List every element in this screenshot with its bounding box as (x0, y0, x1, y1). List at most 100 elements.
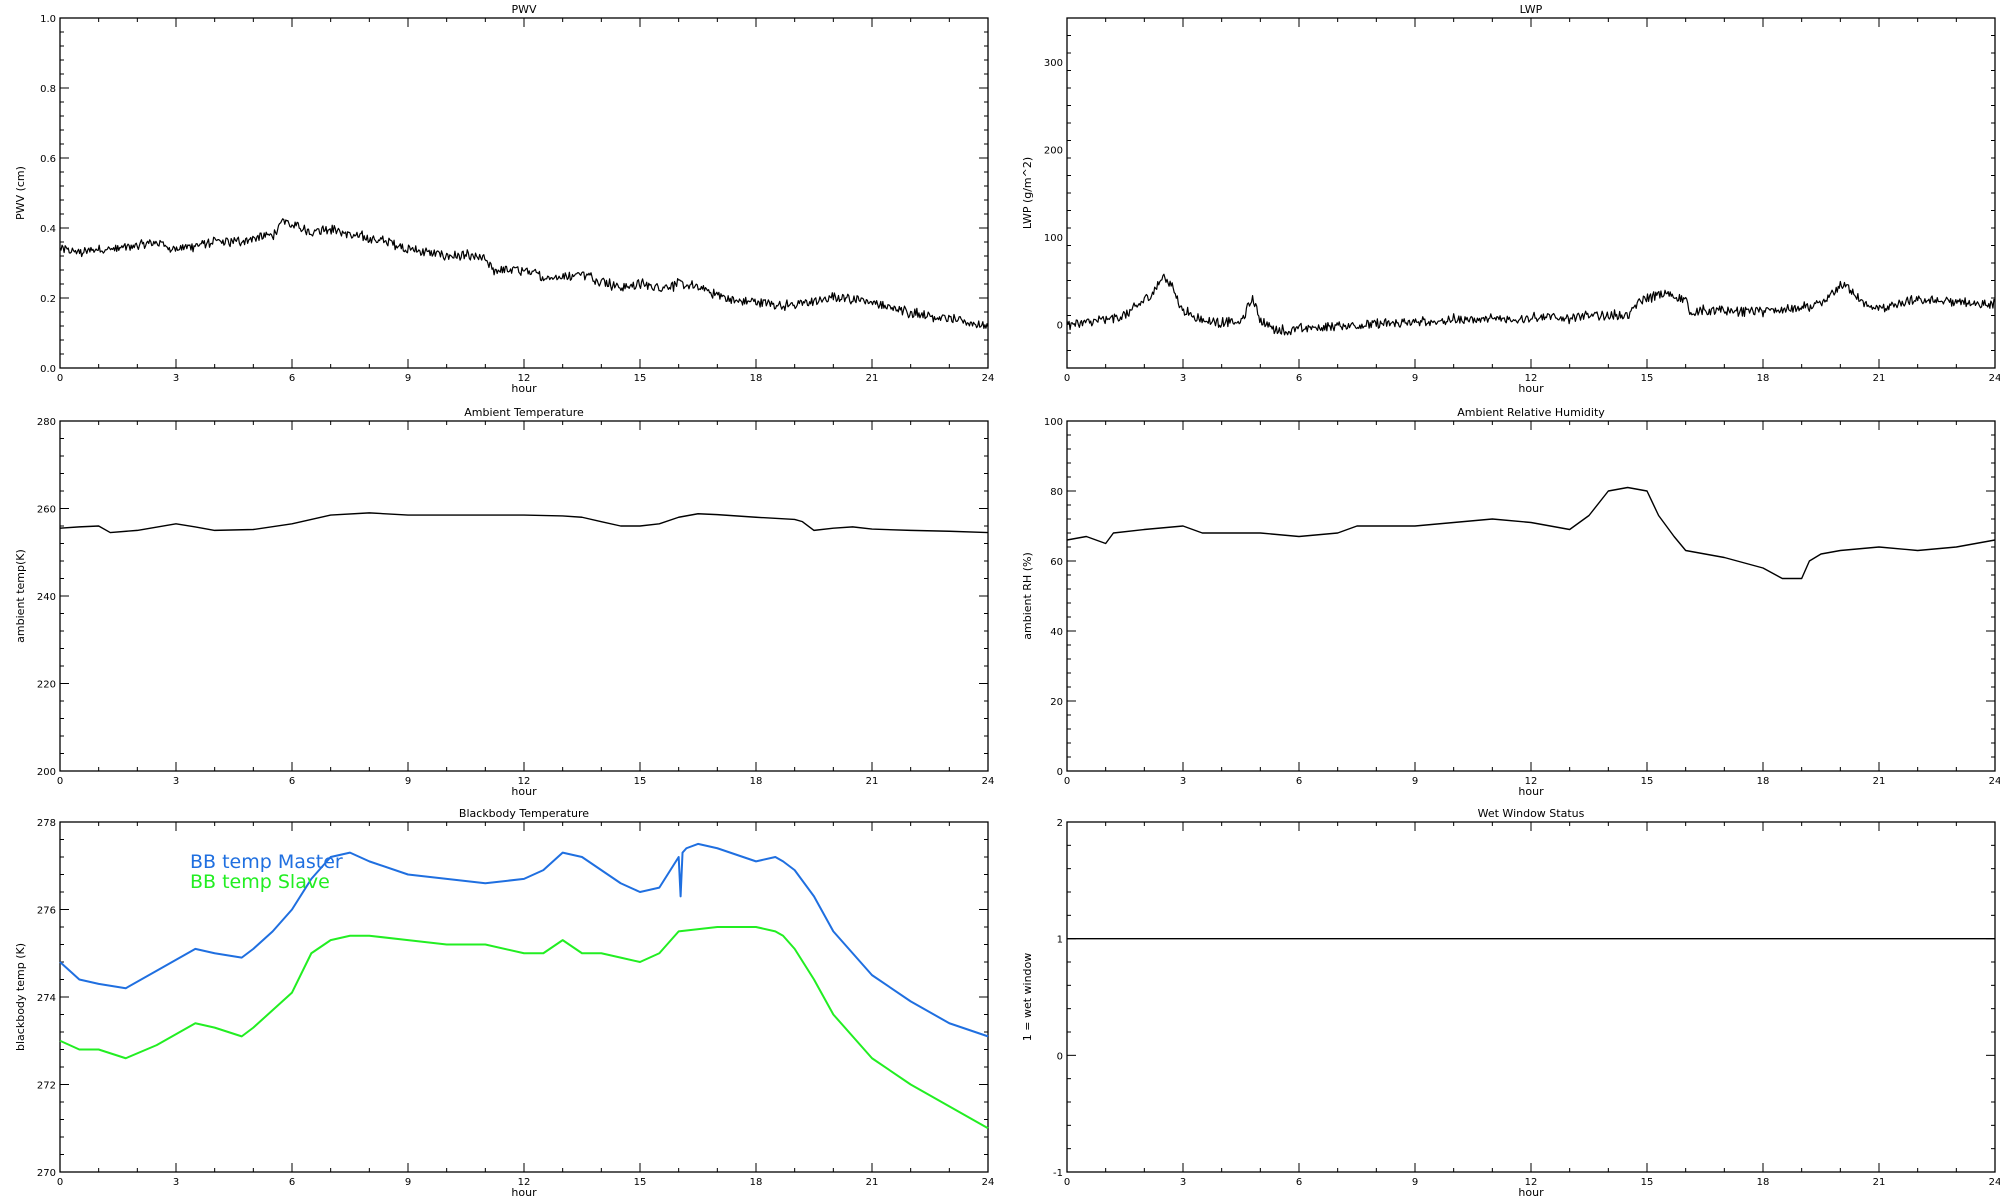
x-tick-label: 15 (634, 776, 647, 787)
plot-frame (59, 17, 989, 369)
x-tick-label: 3 (1180, 1177, 1186, 1188)
legend-entry: BB temp Slave (190, 871, 330, 893)
y-tick-label: 220 (37, 680, 56, 691)
x-tick-label: 18 (750, 776, 763, 787)
chart-panel-blackbody-temp: Blackbody Temperature hour blackbody temp … (14, 807, 994, 1199)
x-tick-label: 3 (173, 776, 179, 787)
y-tick-label: 1 (1057, 935, 1063, 946)
x-tick-label: 0 (57, 776, 63, 787)
chart-panel-wet-window: Wet Window Status hour 1 = wet window 0 3 6 9 1… (1021, 807, 2000, 1199)
x-axis-title: hour (511, 785, 537, 798)
x-tick-label: 21 (866, 776, 879, 787)
x-tick-label: 0 (57, 1177, 63, 1188)
x-tick-label: 3 (1180, 776, 1186, 787)
x-tick-label: 15 (634, 1177, 647, 1188)
x-tick-label: 9 (1412, 1177, 1418, 1188)
series-line-bb-temp-slave (59, 926, 989, 1130)
x-tick-label: 0 (1064, 776, 1070, 787)
y-tick-label: 272 (37, 1081, 56, 1092)
y-tick-label: 60 (1050, 557, 1063, 568)
y-tick-label: 240 (37, 592, 56, 603)
y-axis-title: 1 = wet window (1021, 953, 1034, 1042)
y-tick-label: 274 (37, 993, 56, 1004)
chart-title: Wet Window Status (1478, 807, 1585, 820)
x-tick-label: 12 (1525, 776, 1538, 787)
x-tick-label: 18 (750, 1177, 763, 1188)
x-tick-label: 12 (1525, 373, 1538, 384)
x-tick-label: 9 (1412, 373, 1418, 384)
x-axis-title: hour (511, 382, 537, 395)
x-tick-label: 21 (1873, 1177, 1886, 1188)
y-axis-title: blackbody temp (K) (14, 943, 27, 1051)
chart-title: Blackbody Temperature (459, 807, 589, 820)
x-tick-label: 15 (1641, 1177, 1654, 1188)
x-tick-label: 6 (1296, 1177, 1302, 1188)
x-tick-label: 12 (518, 1177, 531, 1188)
x-axis-title: hour (511, 1186, 537, 1199)
y-tick-label: 0 (1057, 1051, 1063, 1062)
plot-frame (1066, 17, 1996, 369)
y-tick-label: 100 (1044, 233, 1063, 244)
x-tick-label: 0 (57, 373, 63, 384)
chart-panel-ambient-temp: Ambient Temperature hour ambient temp(K) 0 3… (14, 406, 994, 798)
x-tick-label: 21 (1873, 373, 1886, 384)
x-tick-label: 9 (405, 1177, 411, 1188)
x-tick-label: 24 (982, 1177, 995, 1188)
chart-title: Ambient Temperature (464, 406, 584, 419)
plot-frame (59, 420, 989, 772)
y-tick-label: 2 (1057, 818, 1063, 829)
y-tick-label: 280 (37, 417, 56, 428)
x-axis-title: hour (1518, 382, 1544, 395)
x-tick-label: 21 (1873, 776, 1886, 787)
y-tick-label: 200 (37, 767, 56, 778)
x-tick-label: 18 (1757, 1177, 1770, 1188)
y-tick-label: 0.6 (40, 154, 56, 165)
chart-title: LWP (1520, 3, 1543, 16)
x-tick-label: 15 (1641, 373, 1654, 384)
y-tick-label: 0 (1057, 767, 1063, 778)
x-tick-label: 24 (982, 776, 995, 787)
x-tick-label: 6 (1296, 373, 1302, 384)
x-tick-label: 6 (289, 373, 295, 384)
y-tick-label: 0.4 (40, 224, 56, 235)
x-tick-label: 18 (750, 373, 763, 384)
x-tick-label: 18 (1757, 776, 1770, 787)
y-tick-label: 260 (37, 505, 56, 516)
x-axis-title: hour (1518, 1186, 1544, 1199)
plot-frame (1066, 420, 1996, 772)
y-axis-title: PWV (cm) (14, 166, 27, 220)
y-axis-title: ambient temp(K) (14, 549, 27, 643)
chart-title: Ambient Relative Humidity (1457, 406, 1605, 419)
x-tick-label: 12 (1525, 1177, 1538, 1188)
x-tick-label: 6 (289, 776, 295, 787)
x-tick-label: 9 (405, 776, 411, 787)
x-tick-label: 12 (518, 373, 531, 384)
x-tick-label: 6 (1296, 776, 1302, 787)
series-line-ambient-rh (1066, 486, 1996, 580)
chart-panel-ambient-rh: Ambient Relative Humidity hour ambient RH … (1021, 406, 2000, 798)
y-tick-label: 278 (37, 818, 56, 829)
y-tick-label: -1 (1053, 1168, 1063, 1179)
series-line-bb-temp-master (59, 842, 989, 1038)
plot-frame (1066, 821, 1996, 1173)
y-tick-label: 80 (1050, 487, 1063, 498)
x-tick-label: 24 (1989, 373, 2000, 384)
y-tick-label: 276 (37, 906, 56, 917)
y-tick-label: 0.8 (40, 84, 56, 95)
y-tick-label: 20 (1050, 697, 1063, 708)
x-tick-label: 0 (1064, 373, 1070, 384)
y-tick-label: 200 (1044, 145, 1063, 156)
y-tick-label: 1.0 (40, 14, 56, 25)
x-tick-label: 6 (289, 1177, 295, 1188)
x-axis-title: hour (1518, 785, 1544, 798)
series-line-ambient-temp (59, 512, 989, 534)
series-line-pwv (59, 218, 989, 330)
y-axis-title: LWP (g/m^2) (1021, 157, 1034, 229)
x-tick-label: 3 (173, 373, 179, 384)
y-tick-label: 270 (37, 1168, 56, 1179)
x-tick-label: 0 (1064, 1177, 1070, 1188)
x-tick-label: 24 (982, 373, 995, 384)
y-tick-label: 300 (1044, 58, 1063, 69)
x-tick-label: 15 (1641, 776, 1654, 787)
